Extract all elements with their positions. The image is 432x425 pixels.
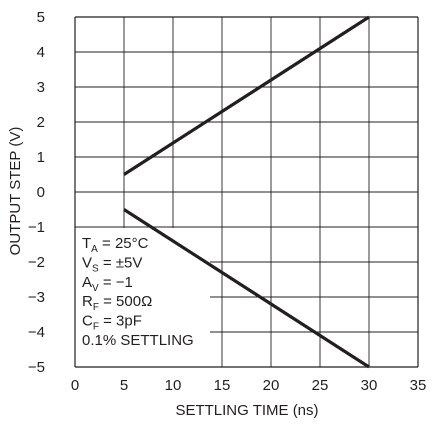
x-tick-label: 10 — [165, 377, 182, 394]
y-axis-label: OUTPUT STEP (V) — [7, 127, 24, 256]
x-tick-label: 30 — [361, 377, 378, 394]
x-tick-label: 0 — [71, 377, 79, 394]
y-tick-label: −3 — [28, 289, 45, 306]
series-group — [123, 15, 370, 369]
condition-line: AV = −1 — [82, 274, 133, 294]
x-axis-label: SETTLING TIME (ns) — [175, 402, 318, 419]
condition-line: RF = 500Ω — [82, 293, 152, 313]
y-tick-label: 0 — [37, 184, 45, 201]
y-tick-label: 5 — [37, 9, 45, 26]
condition-line: VS = ±5V — [82, 254, 142, 274]
y-tick-label: 4 — [37, 44, 45, 61]
series-line-1 — [123, 15, 370, 176]
y-tick-label: 3 — [37, 79, 45, 96]
x-tick-label: 15 — [214, 377, 231, 394]
condition-line: TA = 25°C — [82, 235, 149, 255]
y-tick-label: 2 — [37, 114, 45, 131]
x-tick-label: 5 — [120, 377, 128, 394]
y-tick-label: 1 — [37, 149, 45, 166]
y-tick-label: −5 — [28, 359, 45, 376]
condition-line: CF = 3pF — [82, 313, 142, 333]
y-tick-label: −1 — [28, 219, 45, 236]
x-tick-label: 35 — [410, 377, 427, 394]
condition-line: 0.1% SETTLING — [82, 332, 194, 349]
y-tick-label: −2 — [28, 254, 45, 271]
series-line-2 — [123, 208, 370, 369]
y-tick-labels: 5 4 3 2 1 0 −1 −2 −3 −4 −5 — [28, 9, 45, 376]
y-tick-label: −4 — [28, 324, 45, 341]
x-tick-label: 20 — [263, 377, 280, 394]
x-tick-labels: 0 5 10 15 20 25 30 35 — [71, 377, 427, 394]
x-tick-label: 25 — [312, 377, 329, 394]
